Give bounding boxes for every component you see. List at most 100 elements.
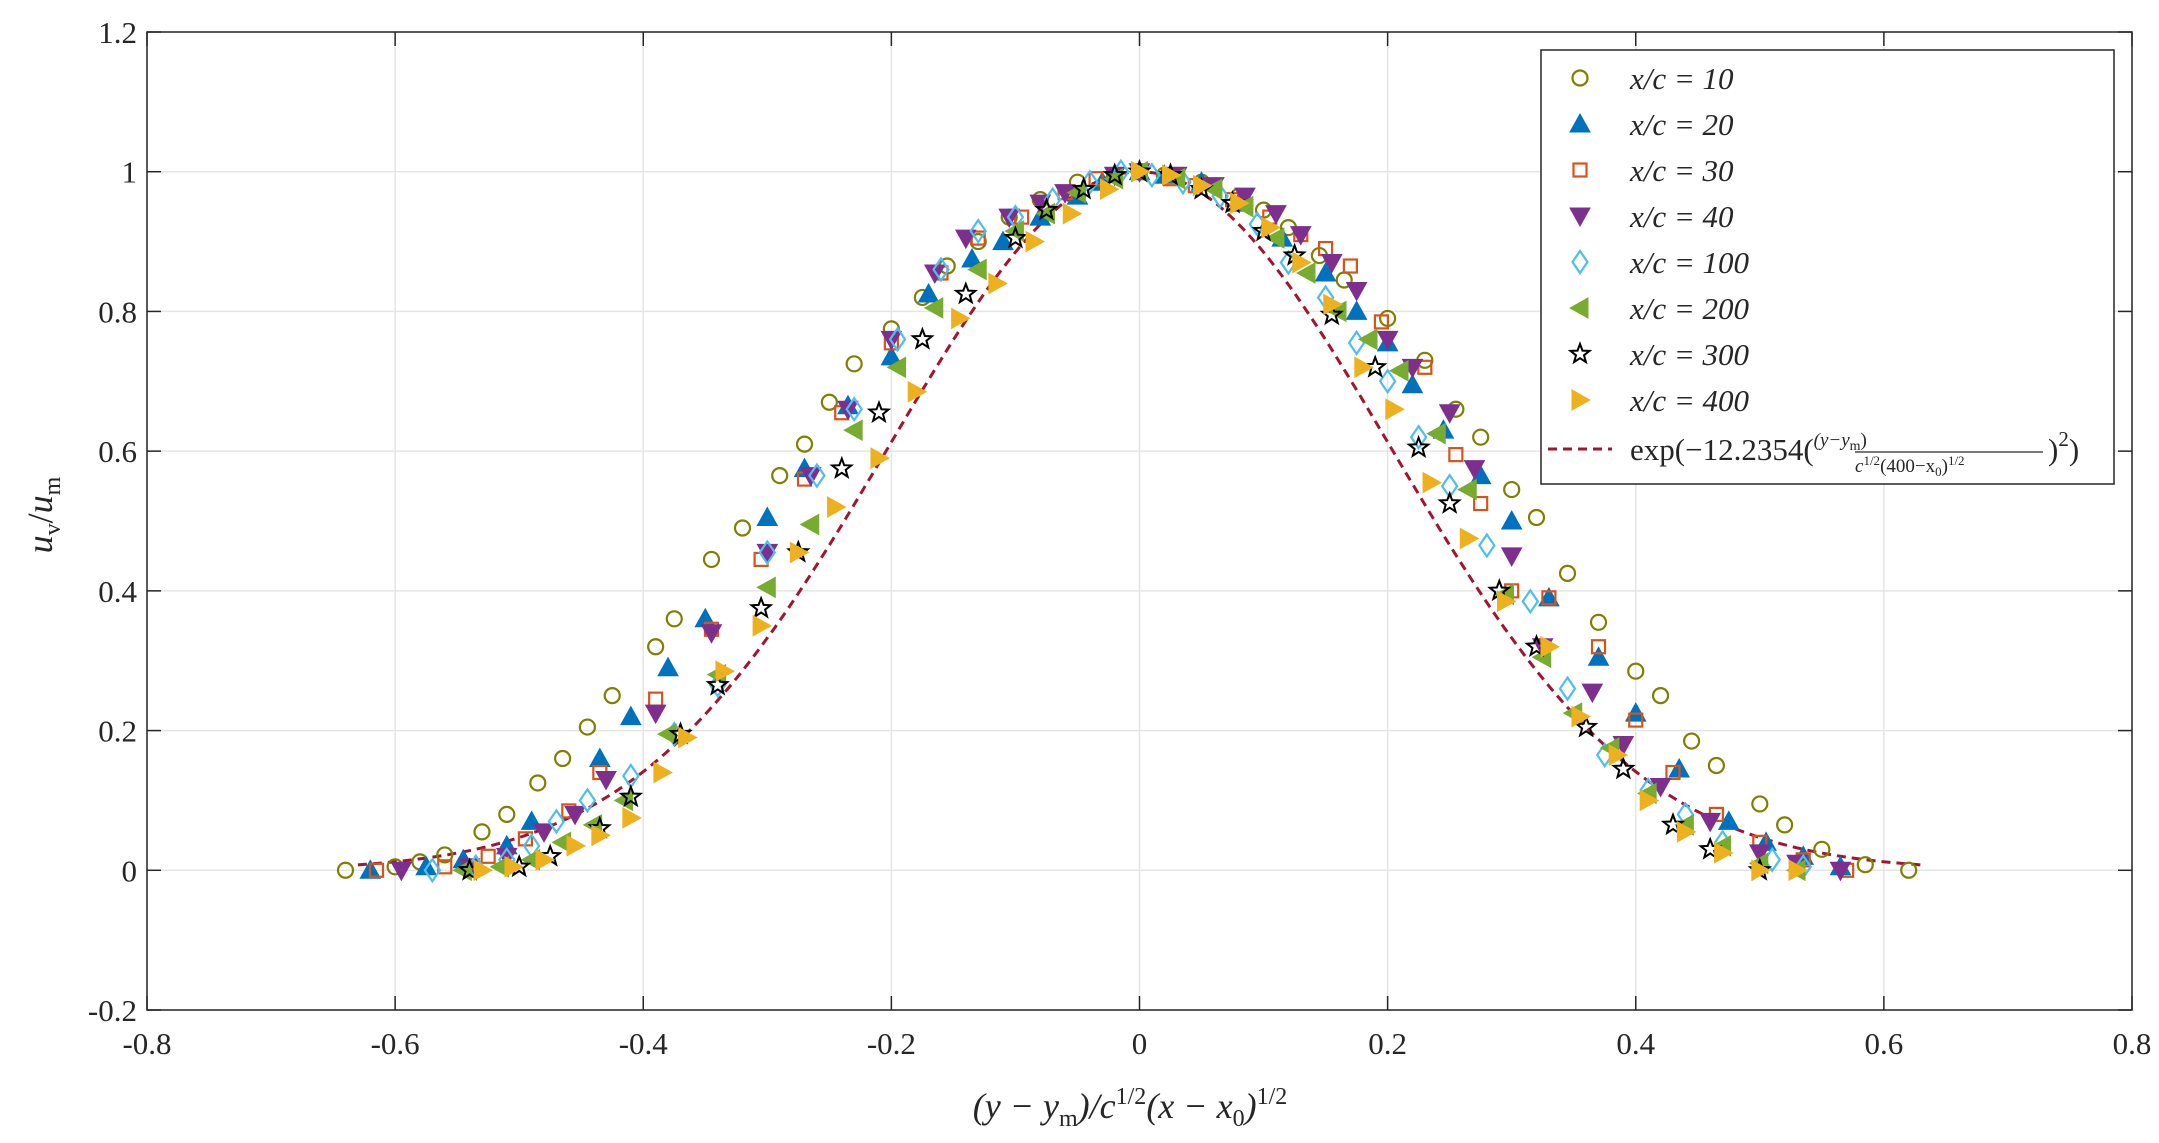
- data-point: [1527, 508, 1546, 527]
- data-point: [1376, 330, 1399, 351]
- data-point: [1314, 261, 1337, 282]
- data-point: [1193, 174, 1213, 197]
- data-points: [336, 158, 1918, 884]
- data-point: [1581, 683, 1604, 704]
- data-point: [1426, 422, 1446, 445]
- data-point: [702, 550, 721, 569]
- data-point: [715, 660, 735, 683]
- data-point: [923, 264, 946, 285]
- xlabel-sub-m: m: [1059, 1106, 1078, 1132]
- ylabel-u2: u: [20, 495, 60, 513]
- data-point: [756, 576, 776, 599]
- legend-marker: [1571, 389, 1592, 411]
- y-tick-label: 0.4: [98, 574, 137, 609]
- data-point: [1540, 635, 1560, 658]
- data-point: [1608, 744, 1629, 766]
- x-tick-label: 0.2: [1368, 1026, 1407, 1061]
- axis-ticks: -0.8 -0.6 -0.4 -0.2 0 0.2 0.4 0.6 0.8 -0.2 0 0.2 0.4…: [88, 15, 2151, 1061]
- data-point: [1676, 821, 1697, 843]
- data-point: [678, 726, 698, 749]
- fit-frac-den-sup2: 1/2: [1948, 453, 1965, 468]
- data-point: [1587, 646, 1610, 666]
- data-point: [1373, 314, 1390, 330]
- data-point: [1362, 354, 1388, 378]
- data-point: [843, 419, 863, 442]
- data-point: [473, 859, 493, 882]
- data-point: [1500, 509, 1523, 530]
- data-point: [988, 272, 1008, 295]
- legend-label: x/c = 100: [1629, 245, 1750, 280]
- data-point: [1345, 300, 1368, 320]
- data-point: [591, 824, 611, 847]
- legend-label: x/c = 20: [1629, 107, 1734, 142]
- data-point: [1665, 764, 1681, 781]
- data-point: [789, 541, 810, 564]
- data-point: [436, 846, 454, 864]
- xlabel-sub-0: 0: [1233, 1106, 1245, 1132]
- data-point: [808, 462, 826, 489]
- data-point: [578, 718, 597, 736]
- fit-frac-num: (y−y: [1814, 430, 1851, 451]
- data-point: [992, 230, 1014, 251]
- data-point: [1202, 178, 1223, 201]
- data-point: [1406, 434, 1431, 458]
- data-point: [1099, 178, 1120, 201]
- data-point: [1320, 254, 1343, 274]
- data-point: [795, 435, 814, 453]
- xlabel-mid2: (x − x: [1146, 1086, 1232, 1126]
- data-point: [1103, 167, 1124, 190]
- data-point: [1776, 816, 1794, 834]
- data-point: [1463, 460, 1486, 480]
- data-point: [665, 610, 683, 628]
- data-point: [907, 380, 928, 403]
- data-point: [1081, 169, 1099, 196]
- data-point: [622, 807, 642, 829]
- legend: x/c = 10 x/c = 20 x/c = 30 x/c = 40 x/c = 10…: [1540, 49, 2115, 485]
- data-point: [1345, 281, 1368, 302]
- data-point: [733, 519, 752, 537]
- data-point: [1357, 328, 1378, 351]
- data-point: [923, 297, 944, 319]
- x-axis-title: (y − ym)/c1/2(x − x0)1/2: [973, 1084, 1287, 1132]
- data-point: [1034, 197, 1059, 221]
- x-tick-label: -0.8: [122, 1026, 171, 1061]
- xlabel-sup1: 1/2: [1116, 1084, 1147, 1110]
- data-point: [1448, 447, 1464, 463]
- data-point: [535, 848, 556, 871]
- data-point: [1829, 861, 1852, 882]
- legend-marker: [1569, 112, 1591, 133]
- data-point: [1265, 205, 1287, 225]
- data-point: [1230, 192, 1250, 214]
- legend-fit-label: exp(−12.2354((y−ym) c1/2(400−x0)1/2)2): [1630, 427, 2079, 479]
- data-point: [1438, 404, 1461, 424]
- data-point: [1354, 356, 1374, 379]
- data-point: [1342, 258, 1359, 274]
- legend-label: x/c = 10: [1629, 61, 1734, 96]
- legend-marker: [1571, 249, 1589, 275]
- data-point: [1440, 473, 1459, 500]
- data-point: [969, 218, 988, 245]
- data-point: [700, 624, 723, 644]
- data-point: [1473, 495, 1489, 512]
- data-point: [1611, 756, 1636, 780]
- data-point: [554, 749, 572, 768]
- data-point: [1751, 859, 1771, 882]
- data-point: [845, 355, 863, 373]
- fit-frac-den-end: ): [1942, 456, 1948, 477]
- data-point: [618, 784, 644, 808]
- data-point: [1472, 428, 1490, 446]
- data-point: [390, 861, 413, 882]
- data-point: [1234, 187, 1256, 208]
- data-point: [1751, 795, 1769, 813]
- data-point: [1571, 705, 1591, 728]
- data-point: [705, 672, 730, 696]
- data-point: [866, 399, 892, 424]
- data-point: [1682, 732, 1701, 750]
- fit-frac-den-mid: (400−x: [1880, 456, 1936, 477]
- data-point: [1538, 586, 1560, 607]
- data-point: [886, 356, 907, 379]
- data-point: [1558, 564, 1577, 582]
- data-point: [1624, 702, 1647, 722]
- data-point: [533, 823, 555, 843]
